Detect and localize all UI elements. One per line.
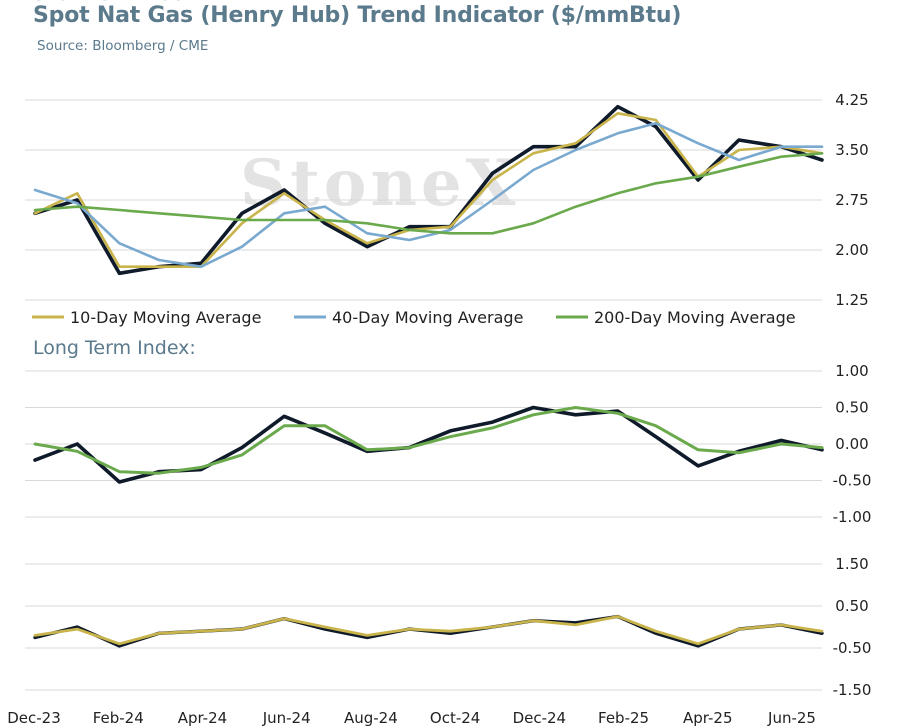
series-line-2-1 (33, 615, 824, 646)
y-tick-label: 2.00 (835, 241, 868, 259)
tick-labels: 4.25 3.50 2.75 2.00 1.25 1.00 0.50 0.00 -0.50 -1.… (7, 91, 871, 727)
x-tick-label: Oct-24 (430, 709, 480, 727)
grid-lines (25, 99, 822, 691)
legend-label: 10-Day Moving Average (70, 308, 261, 327)
series-line-1-1 (33, 406, 824, 475)
y-tick-label: 1.25 (835, 291, 868, 309)
series-line-0-3 (33, 152, 824, 235)
y-tick-label: -0.50 (833, 639, 872, 657)
y-tick-label: 0.50 (835, 399, 868, 417)
x-tick-label: Dec-24 (513, 709, 567, 727)
x-tick-label: Apr-24 (178, 709, 228, 727)
x-tick-label: Apr-25 (683, 709, 733, 727)
panel-title: Long Term Index: (33, 337, 196, 359)
y-tick-label: 0.50 (835, 597, 868, 615)
x-tick-label: Jun-25 (767, 709, 816, 727)
series-line-0-2 (33, 122, 824, 269)
y-tick-label: 1.50 (835, 555, 868, 573)
series-line-0-1 (33, 112, 824, 269)
legend-label: 200-Day Moving Average (594, 308, 796, 327)
page-title: Spot Nat Gas (Henry Hub) Trend Indicator… (33, 3, 682, 28)
y-tick-label: 3.50 (835, 141, 868, 159)
x-tick-label: Aug-24 (344, 709, 398, 727)
legend: 10-Day Moving Average 40-Day Moving Avera… (32, 308, 796, 327)
y-tick-label: -0.50 (833, 472, 872, 490)
y-tick-label: -1.50 (833, 681, 872, 699)
panel-title: Short Term Index: (33, 0, 201, 5)
y-tick-label: 1.00 (835, 362, 868, 380)
x-tick-label: Feb-24 (93, 709, 144, 727)
x-tick-label: Feb-25 (598, 709, 649, 727)
x-tick-label: Jun-24 (262, 709, 311, 727)
watermark: StoneX (240, 146, 519, 221)
series-line-1-0 (33, 405, 824, 484)
y-tick-label: 2.75 (835, 191, 868, 209)
legend-label: 40-Day Moving Average (332, 308, 523, 327)
y-tick-label: 4.25 (835, 91, 868, 109)
x-tick-label: Dec-23 (7, 709, 61, 727)
y-tick-label: -1.00 (833, 508, 872, 526)
panel-titles: Long Term Index: Short Term Index: (33, 0, 201, 359)
series-layer (33, 104, 824, 648)
y-tick-label: 0.00 (835, 435, 868, 453)
page-subtitle: Source: Bloomberg / CME (37, 38, 209, 54)
